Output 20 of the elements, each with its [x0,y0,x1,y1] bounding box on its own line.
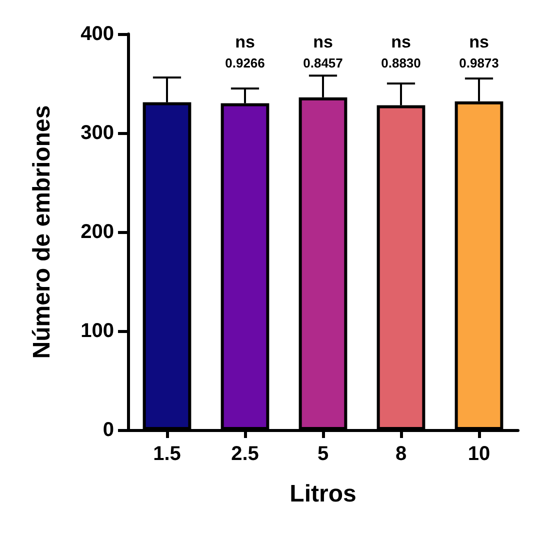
x-tick-label: 8 [395,443,407,465]
x-tick-label: 1.5 [153,443,181,465]
annotation: 0.8457 [303,56,343,70]
annotation: 0.9873 [459,56,499,70]
annotation: 0.9266 [225,56,265,70]
annotation: ns [391,32,411,52]
annotation: ns [469,32,489,52]
annotation: 0.8830 [381,56,421,70]
y-tick-label: 100 [80,320,114,342]
x-tick-label: 5 [317,443,329,465]
annotation: ns [235,32,255,52]
x-axis-title: Litros [290,480,356,508]
y-tick-label: 200 [80,221,114,243]
y-tick-label: 400 [80,23,114,45]
y-tick-label: 300 [80,122,114,144]
y-axis-title: Número de embriones [28,105,56,359]
x-tick-label: 10 [468,443,490,465]
annotation: ns [313,32,333,52]
x-tick-label: 2.5 [231,443,259,465]
y-tick-label: 0 [102,419,114,441]
